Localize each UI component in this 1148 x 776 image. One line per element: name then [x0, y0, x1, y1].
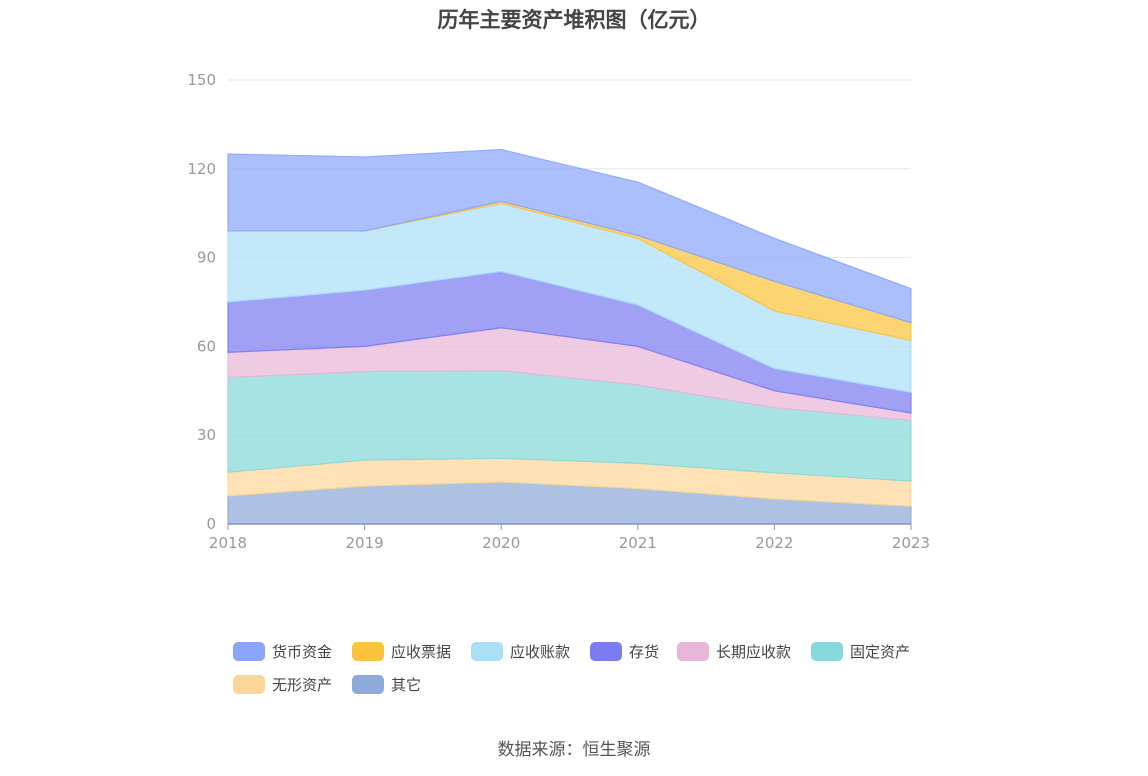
legend-item[interactable]: 货币资金	[233, 638, 332, 664]
x-tick-label: 2019	[346, 534, 384, 552]
axes	[227, 523, 912, 530]
legend-label: 货币资金	[272, 642, 333, 661]
legend-item[interactable]: 应收票据	[352, 638, 451, 664]
x-tick-label: 2018	[209, 534, 247, 552]
y-tick-label: 120	[187, 160, 216, 178]
x-tick-labels: 2018 2019 2020 2021 2022 2023	[209, 534, 930, 552]
x-tick-label: 2022	[755, 534, 793, 552]
legend-item[interactable]: 应收账款	[471, 638, 570, 664]
legend-label: 长期应收款	[716, 642, 792, 661]
chart-title: 历年主要资产堆积图（亿元）	[437, 8, 711, 32]
stacked-area-chart: 0 30 60 90 120 150 2018 2019 2020 2021 2022 2023	[187, 71, 930, 552]
legend-swatch	[471, 641, 503, 661]
legend-item[interactable]: 存货	[590, 638, 659, 664]
legend-swatch	[811, 641, 843, 661]
legend-swatch	[352, 674, 384, 694]
legend-label: 应收票据	[391, 642, 452, 661]
area-series	[227, 148, 912, 525]
y-tick-labels: 0 30 60 90 120 150	[187, 71, 216, 533]
legend-swatch	[590, 641, 622, 661]
legend-item[interactable]: 其它	[352, 671, 421, 697]
legend-item[interactable]: 无形资产	[233, 671, 332, 697]
legend-swatch	[352, 641, 384, 661]
legend-label: 固定资产	[850, 642, 911, 661]
legend-label: 其它	[391, 675, 422, 694]
x-tick-label: 2021	[619, 534, 657, 552]
legend-label: 存货	[629, 642, 660, 661]
legend-label: 无形资产	[272, 675, 333, 694]
x-tick-label: 2023	[892, 534, 930, 552]
x-tick-label: 2020	[482, 534, 520, 552]
legend-swatch	[233, 674, 265, 694]
area-series-7	[227, 148, 912, 324]
y-tick-label: 60	[197, 337, 216, 355]
legend-label: 应收账款	[510, 642, 571, 661]
legend-swatch	[233, 641, 265, 661]
y-tick-label: 90	[197, 249, 216, 267]
y-tick-label: 30	[197, 426, 216, 444]
legend-item[interactable]: 长期应收款	[677, 638, 791, 664]
source-note: 数据来源：恒生聚源	[497, 740, 651, 760]
y-tick-label: 0	[206, 515, 216, 533]
legend-swatch	[677, 641, 709, 661]
legend-item[interactable]: 固定资产	[811, 638, 910, 664]
y-tick-label: 150	[187, 71, 216, 89]
